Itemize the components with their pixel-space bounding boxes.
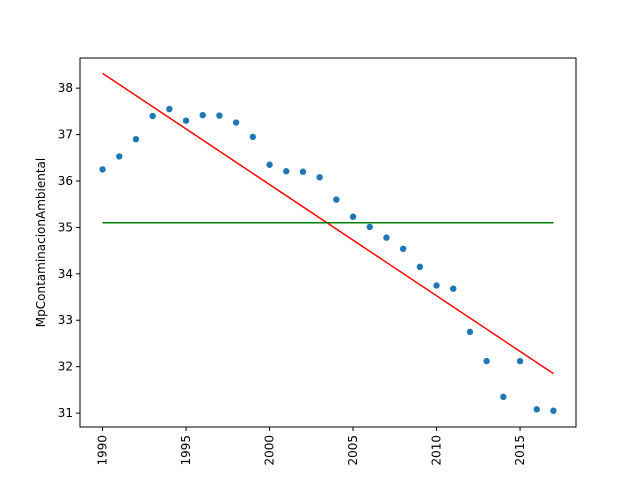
y-axis-ticks: 31 32 33 34 35 36 37 38 [58,81,80,420]
data-point [232,119,240,126]
data-point [433,282,440,289]
data-point [333,196,340,203]
y-tick-label: 36 [58,174,73,188]
x-tick-label: 1990 [96,435,110,466]
data-point [132,136,140,143]
data-point [166,105,173,113]
data-point [266,161,273,168]
data-point [299,168,307,175]
x-tick-label: 2000 [263,435,277,466]
y-tick-label: 35 [58,220,73,234]
data-point [450,285,457,292]
data-point [199,111,206,119]
data-point [249,133,257,141]
data-point [533,406,540,413]
plot-area-background [80,58,576,427]
data-point [349,213,357,220]
data-point [116,153,123,160]
data-point [366,223,373,231]
y-axis-label: MpContaminacionAmbiental [34,158,48,327]
data-point [99,166,106,173]
x-tick-label: 2015 [513,435,527,466]
y-tick-label: 34 [58,267,73,281]
data-point [149,112,156,120]
y-tick-label: 32 [58,360,73,374]
x-tick-label: 2005 [346,435,360,466]
x-tick-label: 2010 [430,435,444,466]
x-tick-label: 1995 [179,435,193,466]
data-point [216,112,223,119]
data-point [283,168,290,175]
y-tick-label: 31 [58,406,73,420]
data-point [550,407,557,414]
fit-lines [102,72,554,375]
data-point [416,263,424,271]
data-points [99,105,557,414]
data-point [466,328,474,336]
x-axis-ticks: 1990 1995 2000 2005 2010 2015 [96,427,527,466]
y-tick-label: 37 [58,128,73,142]
y-tick-label: 33 [58,313,73,327]
data-point [182,117,190,124]
plot-frame [79,57,577,428]
data-point [316,174,323,181]
data-point [516,357,524,365]
data-point [500,393,507,401]
data-point [383,234,390,241]
y-tick-label: 38 [58,81,73,95]
data-point [483,357,490,365]
data-point [399,245,407,252]
